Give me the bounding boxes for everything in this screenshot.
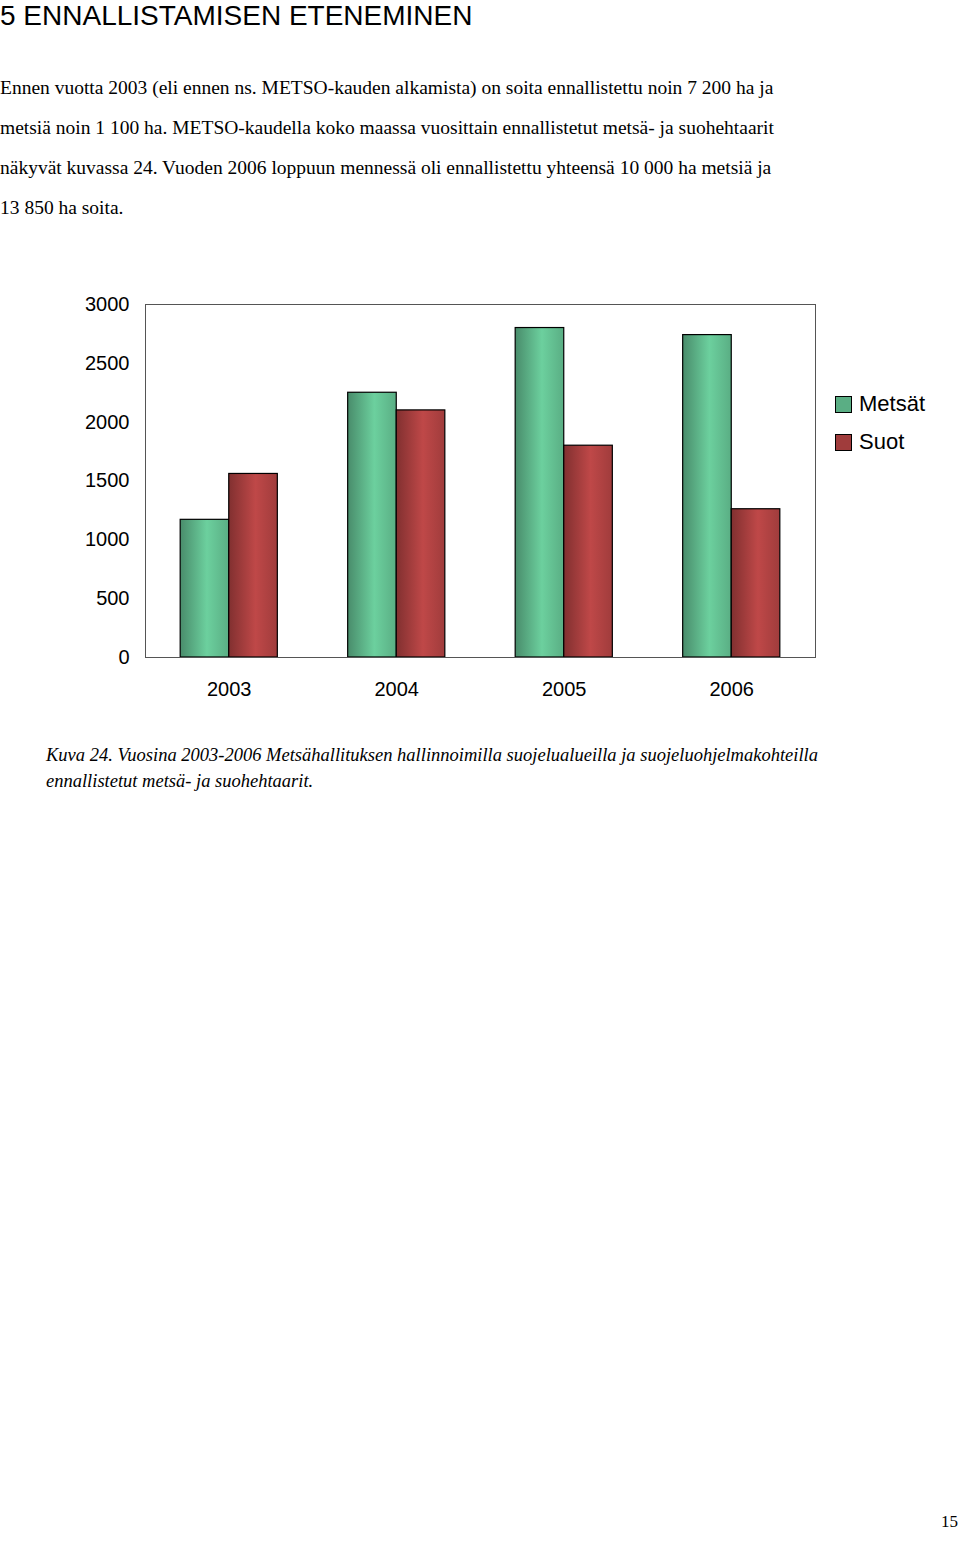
html-text:Kuva 24. Vuosina 2003-2006 Met: Kuva 24. Vuosina 2003-2006 Metsähallituk… <box>46 745 818 765</box>
svg-text:2005: 2005 <box>542 678 587 700</box>
html-text:näkyvät kuvassa 24. Vuoden 200: näkyvät kuvassa 24. Vuoden 2006 loppuun … <box>0 157 772 178</box>
html-text:Suot: Suot <box>859 429 905 454</box>
svg-text:1500: 1500 <box>85 469 130 491</box>
svg-text:500: 500 <box>96 587 129 609</box>
html-text:Ennen vuotta 2003 (eli ennen n: Ennen vuotta 2003 (eli ennen ns. METSO-k… <box>0 77 774 98</box>
svg-text:0: 0 <box>118 646 129 668</box>
html-text:ennallistetut metsä- ja suoheh: ennallistetut metsä- ja suohehtaarit. <box>46 771 314 791</box>
html-text:5 ENNALLISTAMISEN ETENEMINEN: 5 ENNALLISTAMISEN ETENEMINEN <box>0 0 473 31</box>
svg-text:2500: 2500 <box>85 352 130 374</box>
html-text:15: 15 <box>941 1512 958 1531</box>
svg-text:2003: 2003 <box>207 678 252 700</box>
svg-text:2006: 2006 <box>710 678 755 700</box>
html-text:metsiä noin 1 100 ha. METSO-ka: metsiä noin 1 100 ha. METSO-kaudella kok… <box>0 117 774 138</box>
html-text:Metsät: Metsät <box>859 391 925 416</box>
svg-text:2000: 2000 <box>85 411 130 433</box>
html-text:13 850 ha soita.: 13 850 ha soita. <box>0 197 124 218</box>
svg-text:1000: 1000 <box>85 528 130 550</box>
svg-text:3000: 3000 <box>85 293 130 315</box>
svg-text:2004: 2004 <box>375 678 420 700</box>
